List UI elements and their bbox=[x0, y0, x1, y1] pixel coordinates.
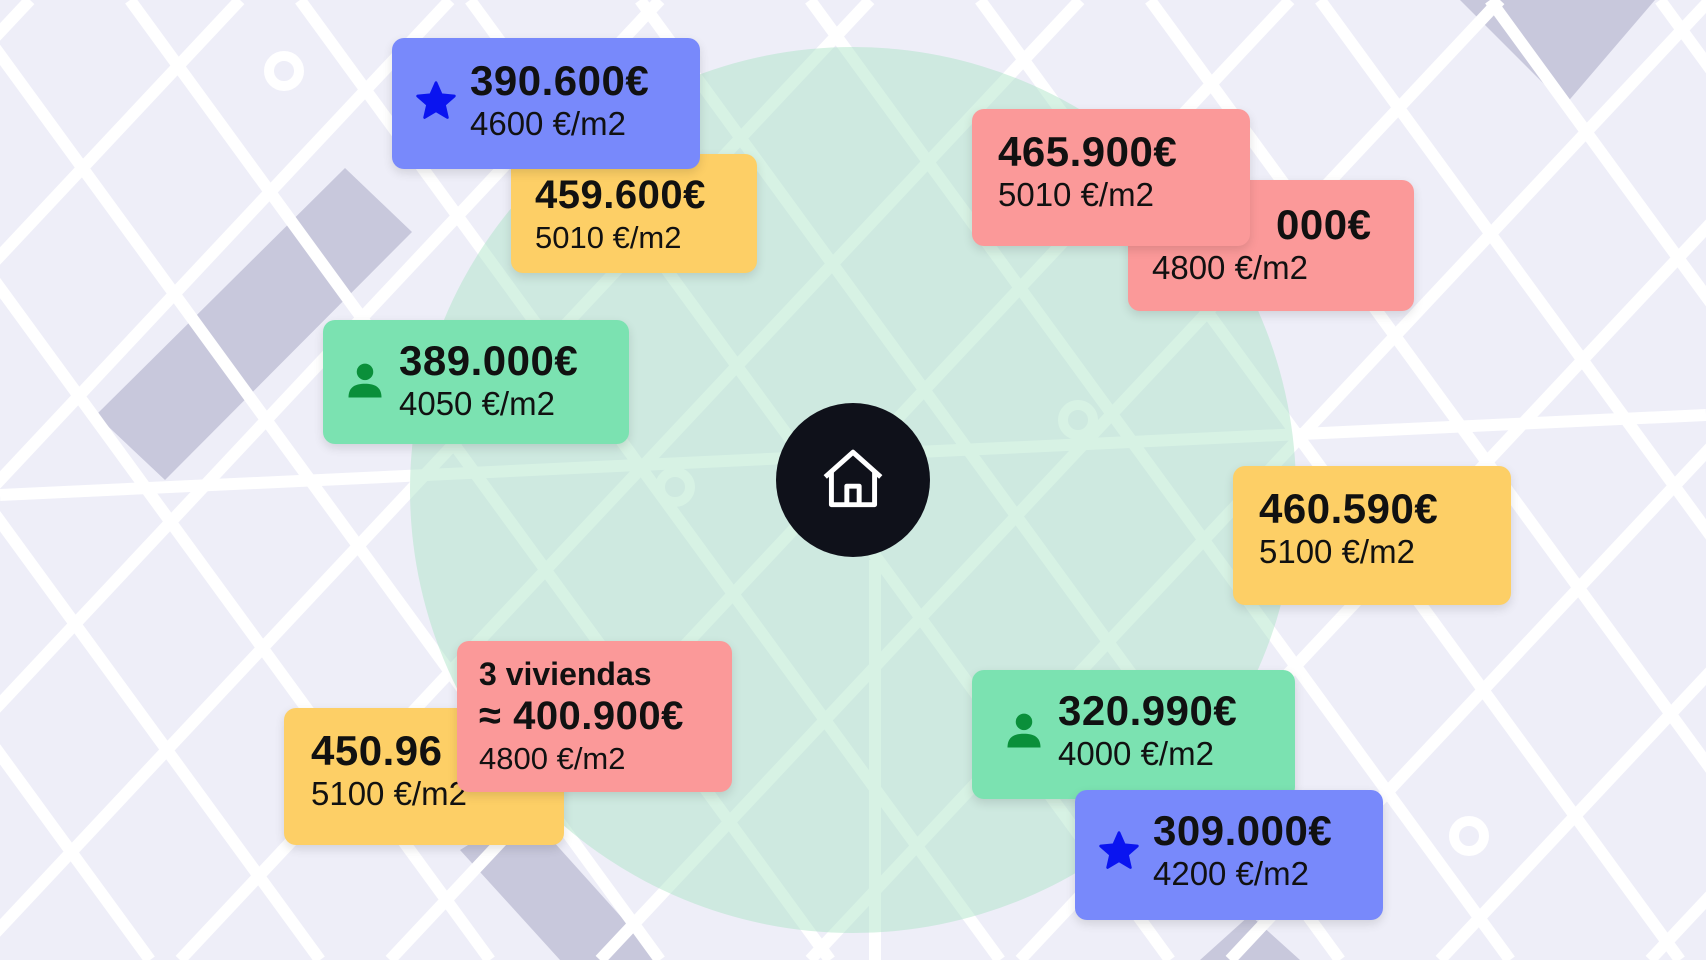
listing-price-per-m2: 4800 €/m2 bbox=[1152, 249, 1308, 286]
street bbox=[0, 0, 455, 489]
listing-price-per-m2: 4800 €/m2 bbox=[479, 741, 626, 776]
street bbox=[1485, 0, 1706, 307]
listing-price: 460.590€ bbox=[1259, 485, 1439, 532]
street bbox=[0, 744, 155, 960]
listing-price: 309.000€ bbox=[1153, 807, 1333, 854]
listing-price: 000€ bbox=[1276, 201, 1372, 248]
home-marker[interactable] bbox=[776, 403, 930, 557]
listing-price-per-m2: 4050 €/m2 bbox=[399, 385, 555, 422]
listing-card[interactable]: 459.600€ 5010 €/m2 bbox=[511, 154, 757, 273]
street bbox=[1315, 0, 1706, 540]
person-icon bbox=[348, 363, 382, 398]
person-icon bbox=[1007, 713, 1041, 748]
listing-price: 389.000€ bbox=[399, 337, 579, 384]
map-roundabouts bbox=[264, 51, 1489, 856]
listing-card[interactable]: 465.900€ 5010 €/m2 bbox=[972, 109, 1250, 246]
listing-price-per-m2: 5010 €/m2 bbox=[998, 176, 1154, 213]
home-icon bbox=[823, 449, 883, 508]
street bbox=[595, 0, 1505, 960]
listing-price-per-m2: 4600 €/m2 bbox=[470, 105, 626, 142]
cluster-count: 3 viviendas bbox=[479, 656, 652, 692]
listing-card-contacted[interactable]: 389.000€ 4050 €/m2 bbox=[323, 320, 629, 444]
listing-card-favorite[interactable]: 390.600€ 4600 €/m2 bbox=[392, 38, 700, 169]
street bbox=[1435, 667, 1706, 960]
street bbox=[0, 510, 325, 960]
street bbox=[125, 0, 835, 960]
listing-price-per-m2: 5100 €/m2 bbox=[311, 775, 467, 812]
listing-price-per-m2: 4200 €/m2 bbox=[1153, 855, 1309, 892]
listing-card-contacted[interactable]: 320.990€ 4000 €/m2 bbox=[972, 670, 1295, 799]
listing-price: 465.900€ bbox=[998, 128, 1178, 175]
listing-price: ≈ 400.900€ bbox=[479, 694, 684, 738]
listing-price: 459.600€ bbox=[535, 173, 706, 217]
listing-cluster-card[interactable]: 3 viviendas ≈ 400.900€ 4800 €/m2 bbox=[457, 641, 732, 792]
listing-price-per-m2: 5010 €/m2 bbox=[535, 220, 682, 255]
listing-price: 320.990€ bbox=[1058, 687, 1238, 734]
listing-price: 390.600€ bbox=[470, 57, 650, 104]
listing-price-per-m2: 4000 €/m2 bbox=[1058, 735, 1214, 772]
street bbox=[0, 0, 245, 265]
listing-price-per-m2: 5100 €/m2 bbox=[1259, 533, 1415, 570]
listing-card[interactable]: 460.590€ 5100 €/m2 bbox=[1233, 466, 1511, 605]
listing-price: 450.96 bbox=[311, 727, 443, 774]
star-icon bbox=[1099, 831, 1139, 869]
listing-card-favorite[interactable]: 309.000€ 4200 €/m2 bbox=[1075, 790, 1383, 920]
star-icon bbox=[416, 81, 456, 119]
